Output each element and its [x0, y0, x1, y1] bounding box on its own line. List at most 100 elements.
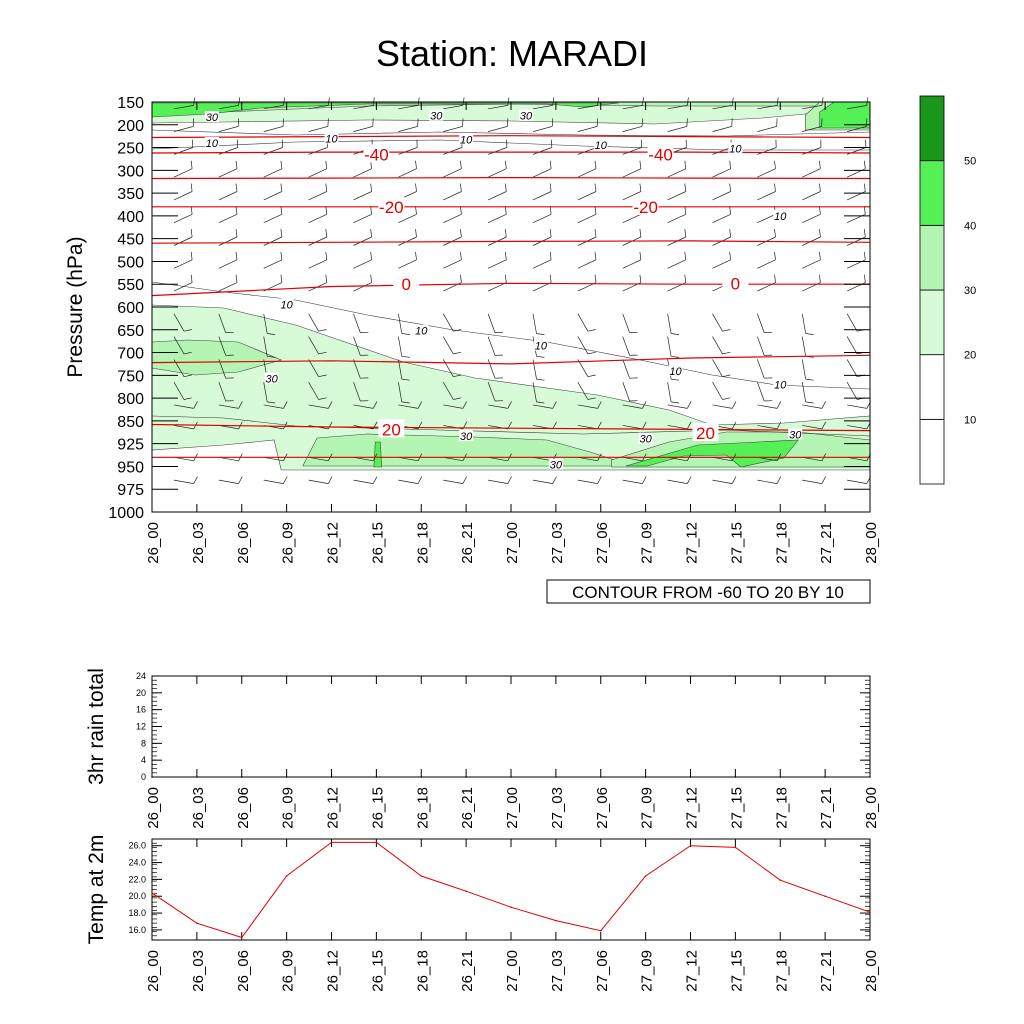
temp-contour: [151, 423, 871, 432]
colorbar-box: [919, 354, 945, 420]
wind-barb: [667, 126, 687, 132]
wind-barb: [173, 479, 194, 484]
wind-barb-flag: [594, 274, 597, 283]
wind-barb-flag: [863, 206, 866, 215]
wind-barb-flag: [729, 229, 731, 238]
wind-barb-flag: [863, 183, 866, 192]
y-tick-label: 350: [117, 186, 144, 203]
humidity-contour-label: 10: [325, 133, 338, 145]
x-tick-label: 27_06: [594, 950, 611, 992]
wind-barb: [488, 404, 508, 409]
y-tick-label: 26.0: [128, 841, 146, 851]
wind-barb: [712, 479, 733, 484]
wind-barb-flag: [235, 206, 238, 215]
y-tick-label: 250: [117, 141, 144, 158]
wind-barb: [712, 259, 731, 269]
wind-barb-flag: [731, 401, 737, 409]
wind-barb: [308, 126, 328, 132]
wind-barb-flag: [684, 229, 687, 238]
wind-barb: [218, 236, 238, 246]
contour-label-bg: [773, 209, 788, 221]
wind-barb: [802, 147, 822, 155]
wind-barb-flag: [549, 206, 552, 215]
wind-barb: [622, 404, 643, 409]
contour-label-bg: [518, 109, 533, 121]
wind-barb-flag: [536, 355, 545, 358]
wind-barb: [577, 479, 598, 484]
humidity-contour-0: [151, 129, 871, 137]
wind-barb: [802, 404, 822, 409]
wind-barb: [488, 147, 508, 155]
x-tick-label: 26_18: [414, 787, 431, 829]
wind-barb-flag: [401, 355, 410, 358]
wind-barb: [173, 425, 194, 430]
wind-barb-flag: [686, 97, 689, 106]
temp-label-bg: [378, 196, 405, 215]
wind-barb: [398, 105, 419, 110]
wind-barb: [712, 105, 733, 110]
wind-barb: [802, 259, 821, 269]
wind-barb-flag: [460, 251, 462, 260]
y-tick-label: 950: [117, 459, 144, 476]
temp-contour-label: -20: [633, 198, 658, 217]
wind-barb: [532, 382, 537, 402]
wind-barb: [218, 259, 238, 269]
wind-barb: [308, 168, 327, 178]
contour-label-bg: [728, 142, 743, 154]
contour-label-bg: [593, 138, 608, 150]
x-tick-label: 27_03: [549, 950, 566, 992]
wind-barb-flag: [462, 476, 468, 484]
wind-barb-flag: [453, 374, 462, 378]
data-point: [689, 776, 692, 778]
colorbar-box: [919, 418, 945, 485]
wind-barb: [353, 359, 361, 379]
wind-barb: [353, 313, 361, 333]
x-tick-label: 27_15: [728, 522, 745, 564]
wind-barb: [757, 336, 765, 356]
wind-barb-flag: [190, 251, 193, 260]
wind-barb-flag: [462, 401, 468, 409]
wind-barb: [532, 479, 553, 484]
wind-barb-flag: [731, 421, 737, 430]
wind-barb-flag: [504, 183, 507, 192]
x-tick-label: 27_03: [549, 787, 566, 829]
contour-label-bg: [414, 324, 429, 336]
humidity-contour-label: 30: [520, 111, 533, 123]
wind-barb: [173, 259, 193, 269]
wind-barb-flag: [417, 97, 420, 106]
wind-barb: [757, 456, 778, 462]
wind-barb: [801, 359, 807, 380]
wind-barb: [398, 147, 418, 155]
x-tick-label: 27_18: [773, 522, 790, 564]
wind-barb: [263, 479, 284, 484]
humidity-contour-label: 10: [460, 134, 473, 146]
x-tick-label: 27_21: [818, 950, 835, 992]
wind-barb: [532, 126, 553, 132]
wind-barb: [218, 191, 238, 201]
x-tick-label: 26_00: [145, 522, 162, 564]
wind-barb-flag: [280, 251, 283, 260]
wind-barb-flag: [235, 251, 238, 260]
contour-info-label: CONTOUR FROM -60 TO 20 BY 10: [572, 583, 844, 602]
x-tick-label: 26_09: [280, 787, 297, 829]
wind-barb: [398, 336, 403, 357]
wind-barb-flag: [325, 206, 328, 215]
x-tick-label: 26_09: [280, 950, 297, 992]
wind-barb: [712, 126, 732, 132]
contour-label-bg: [638, 432, 653, 444]
wind-barb: [308, 381, 319, 400]
wind-barb-flag: [372, 401, 378, 409]
data-point: [285, 875, 288, 877]
wind-barb-flag: [686, 118, 688, 127]
wind-barb: [801, 313, 807, 334]
wind-barb: [218, 456, 239, 462]
wind-barb: [308, 359, 319, 377]
humidity-contour-label: 30: [206, 112, 219, 124]
wind-barb-flag: [267, 401, 276, 404]
wind-barb: [173, 213, 193, 224]
sounding-panel: 30 30 30 10 10 10 10 10 10 10 10 10 10 10 30 30 30 30 30 -4…: [64, 95, 880, 604]
y-tick-label: 16: [136, 705, 146, 715]
wind-barb: [802, 213, 821, 224]
wind-barb: [263, 382, 268, 402]
